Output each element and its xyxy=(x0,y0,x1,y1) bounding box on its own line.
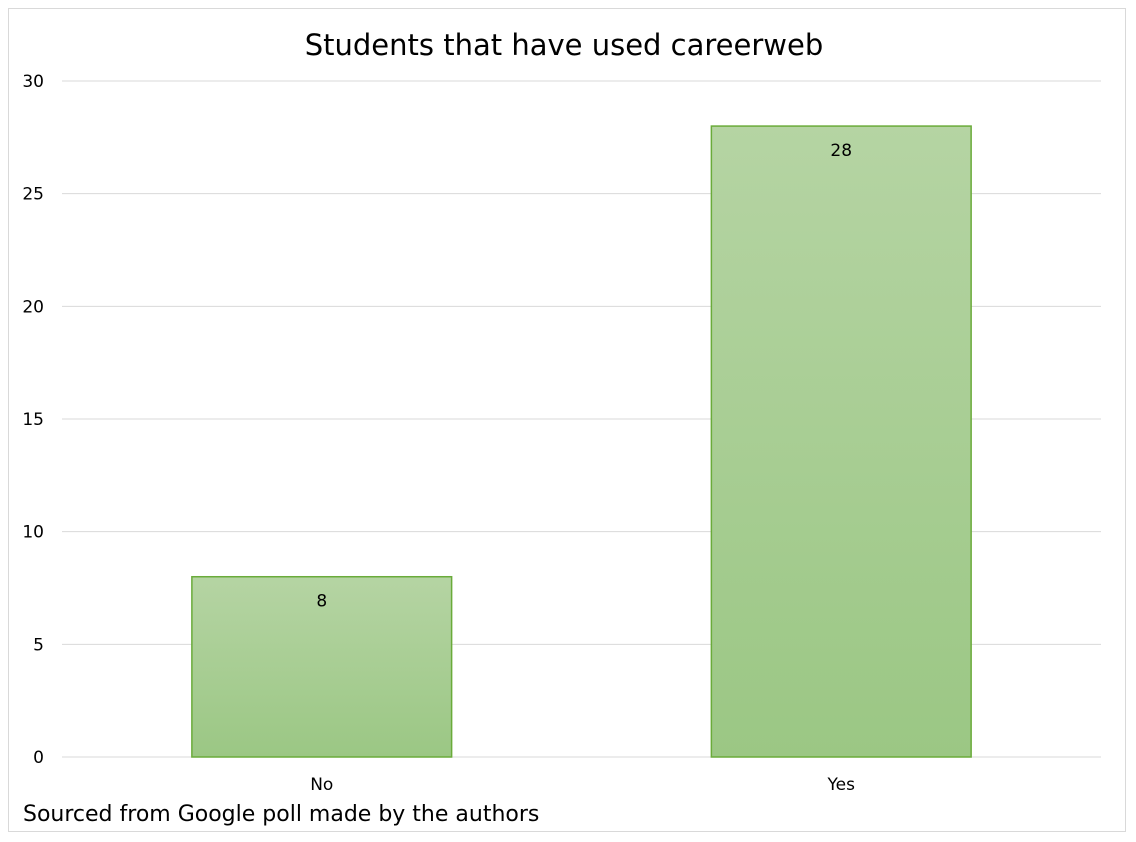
y-tick-label: 25 xyxy=(22,185,44,205)
x-tick-label-no: No xyxy=(310,775,333,795)
bar-yes xyxy=(710,125,972,758)
bar-no xyxy=(191,575,453,758)
y-tick-label: 30 xyxy=(22,72,44,92)
y-tick-label: 15 xyxy=(22,410,44,430)
y-tick-label: 20 xyxy=(22,297,44,317)
y-tick-label: 5 xyxy=(33,635,44,655)
y-tick-label: 10 xyxy=(22,523,44,543)
x-tick-label-yes: Yes xyxy=(827,775,856,795)
y-tick-label: 0 xyxy=(33,748,44,768)
chart-footnote: Sourced from Google poll made by the aut… xyxy=(23,802,540,827)
chart-title: Students that have used careerweb xyxy=(304,28,824,62)
data-label-no: 8 xyxy=(316,592,327,612)
bars xyxy=(191,125,972,758)
x-axis-tick-labels: No Yes xyxy=(310,775,855,795)
data-label-yes: 28 xyxy=(830,141,852,161)
data-labels: 8 28 xyxy=(316,141,852,612)
y-axis-tick-labels: 0 5 10 15 20 25 30 xyxy=(22,72,44,768)
